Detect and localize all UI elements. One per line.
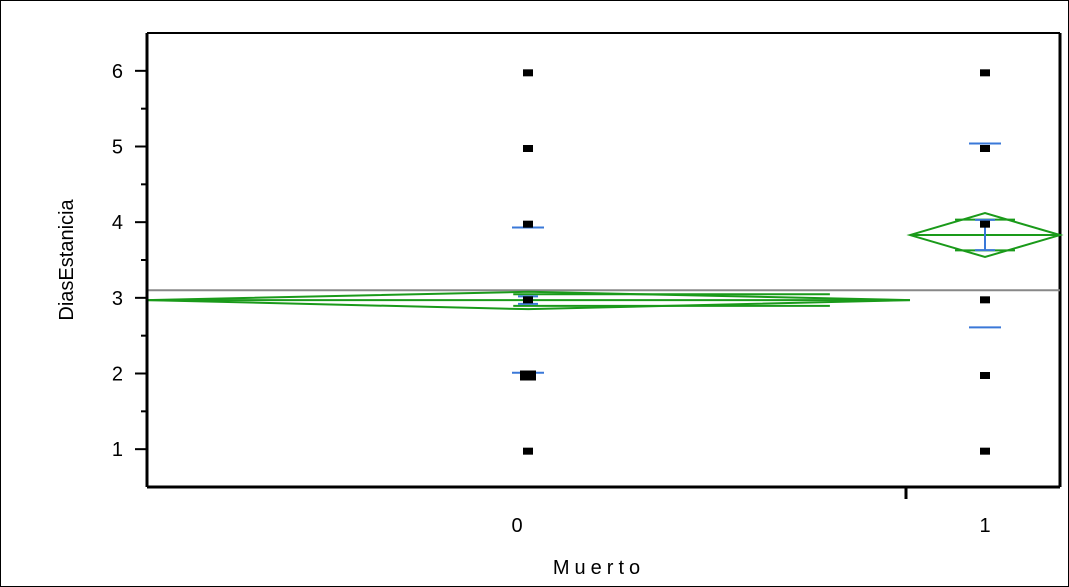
data-point <box>520 370 536 381</box>
y-tick-label: 5 <box>112 137 123 159</box>
data-point <box>980 69 990 77</box>
y-axis-title: DiasEstanicia <box>56 199 78 321</box>
y-tick-label: 2 <box>112 364 123 386</box>
x-axis-title: Muerto <box>553 557 645 579</box>
x-tick-label: 1 <box>979 515 990 537</box>
data-point <box>523 296 533 304</box>
data-point <box>980 296 990 304</box>
data-point <box>523 69 533 77</box>
data-point <box>980 372 990 379</box>
axes: 1 2 3 4 5 6 0 1 <box>112 33 1060 537</box>
data-point <box>523 145 533 152</box>
data-point <box>980 447 990 455</box>
data-point <box>523 220 533 228</box>
data-point <box>980 220 990 228</box>
data-point <box>523 447 533 455</box>
plot-area <box>147 32 1062 487</box>
data-point <box>980 145 990 152</box>
chart-marks <box>146 69 1064 455</box>
y-tick-label: 1 <box>112 439 123 461</box>
y-tick-label: 3 <box>112 288 123 310</box>
x-tick-label: 0 <box>511 515 522 537</box>
y-tick-label: 4 <box>112 212 123 234</box>
y-tick-label: 6 <box>112 61 123 83</box>
